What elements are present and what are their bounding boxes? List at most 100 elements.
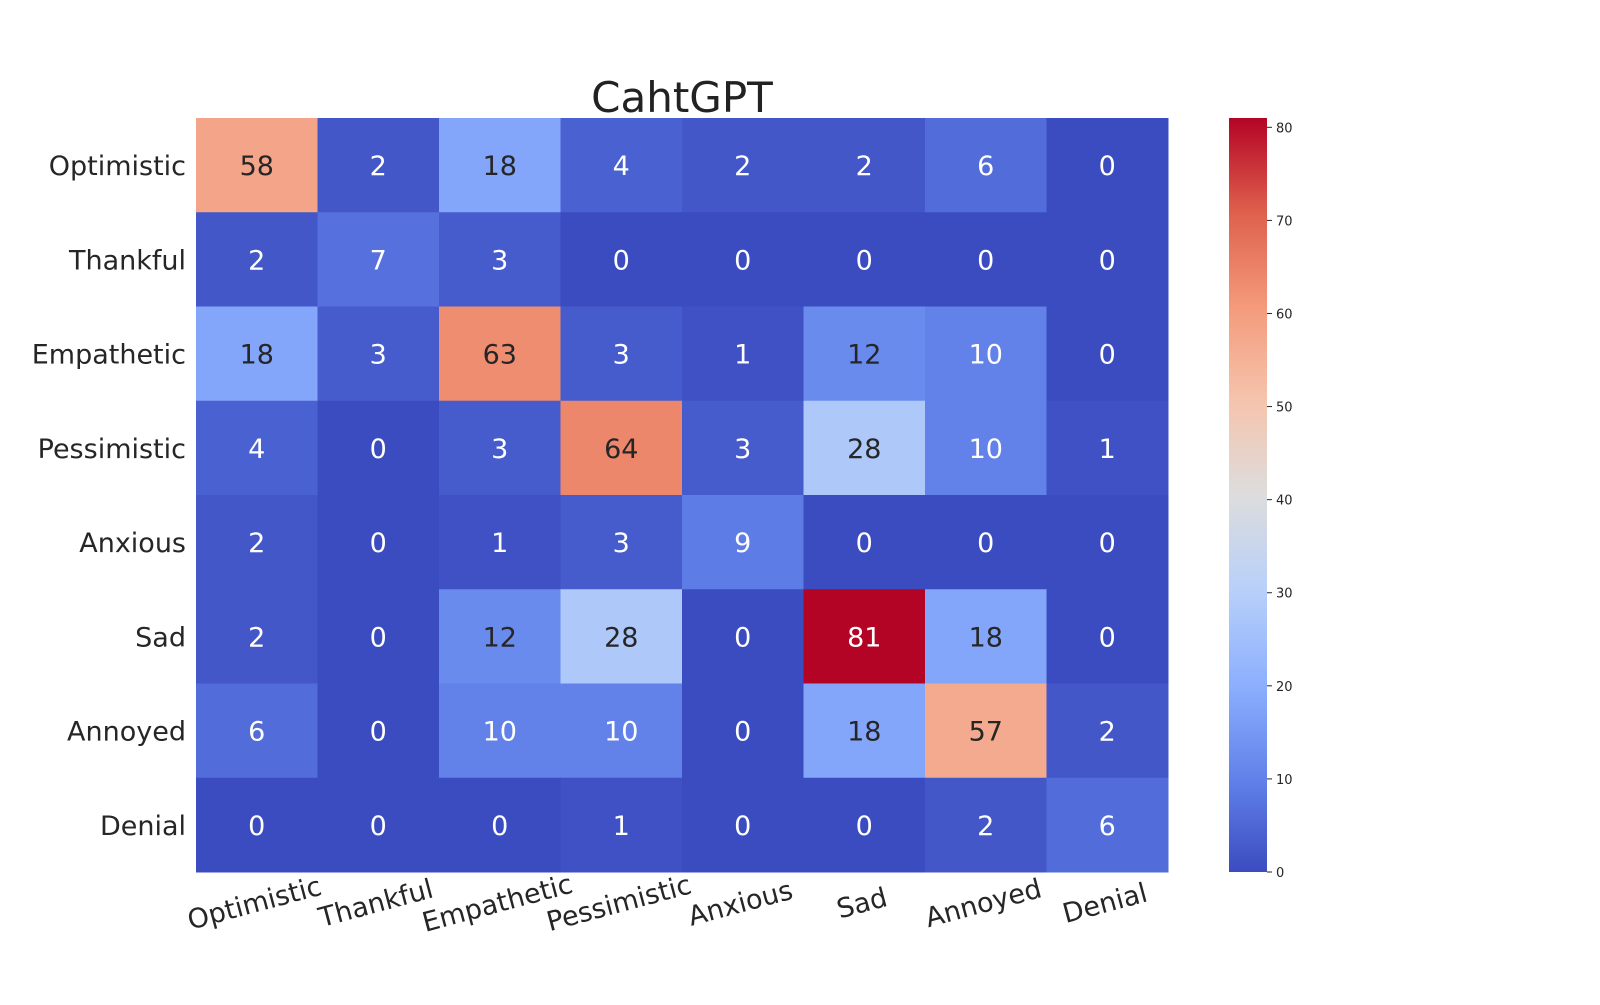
row-label: Sad [135, 622, 186, 653]
heatmap-cell [560, 400, 683, 496]
cell-value-label: 57 [969, 717, 1003, 748]
heatmap-cell [560, 777, 683, 873]
colorbar-tick-label: 0 [1276, 866, 1284, 881]
cell-value-label: 28 [847, 434, 881, 465]
heatmap-cell [925, 306, 1047, 402]
cell-value-label: 1 [734, 340, 751, 371]
cell-value-label: 2 [248, 245, 265, 276]
heatmap-cell [196, 589, 318, 684]
heatmap-cell [1046, 306, 1169, 402]
cell-value-label: 6 [1099, 811, 1116, 842]
cell-value-label: 7 [370, 245, 387, 276]
cell-value-label: 0 [977, 245, 994, 276]
colorbar-tick-label: 70 [1276, 214, 1293, 229]
cell-value-label: 10 [969, 340, 1003, 371]
cell-value-label: 10 [483, 717, 517, 748]
column-label: Annoyed [922, 873, 1045, 934]
cell-value-label: 3 [491, 245, 508, 276]
cell-value-label: 64 [604, 434, 638, 465]
heatmap-cell [803, 118, 926, 213]
heatmap-cell [317, 495, 440, 590]
heatmap-cell [196, 683, 318, 779]
heatmap-cell [317, 683, 440, 779]
heatmap-cell [803, 777, 926, 873]
heatmap-cell [803, 212, 926, 307]
heatmap-cell [317, 777, 440, 873]
cell-value-label: 1 [613, 811, 630, 842]
heatmap-cell [925, 495, 1047, 590]
cell-value-label: 1 [1099, 434, 1116, 465]
heatmap-cell [925, 118, 1047, 213]
cell-value-label: 6 [977, 151, 994, 182]
cell-value-label: 3 [734, 434, 751, 465]
colorbar-tick-label: 80 [1276, 121, 1293, 136]
cell-value-label: 0 [1099, 340, 1116, 371]
heatmap-cell [925, 777, 1047, 873]
heatmap-cell [439, 495, 561, 590]
heatmap-cell [560, 683, 683, 779]
heatmap-cell [196, 495, 318, 590]
cell-value-label: 63 [483, 340, 517, 371]
heatmap-cell [682, 118, 804, 213]
row-label: Anxious [79, 528, 186, 559]
heatmap-cell [803, 683, 926, 779]
cell-value-label: 0 [491, 811, 508, 842]
cell-value-label: 2 [370, 151, 387, 182]
row-labels: Optimistic Thankful Empathetic Pessimistic A… [32, 151, 186, 842]
cell-value-label: 6 [248, 717, 265, 748]
cell-value-label: 58 [240, 151, 274, 182]
column-label: Denial [1059, 878, 1150, 930]
heatmap-cell [560, 118, 683, 213]
heatmap-cell [682, 683, 804, 779]
heatmap-cell [803, 306, 926, 402]
cell-value-label: 0 [734, 622, 751, 653]
heatmap-cell [682, 495, 804, 590]
heatmap-cells: 58 2 18 4 2 2 6 02 7 3 0 0 0 0 018 3 63 3 1 12 10 04 0 3 64 3 28 10… [196, 118, 1169, 873]
heatmap-cell [925, 212, 1047, 307]
cell-value-label: 3 [370, 340, 387, 371]
colorbar-tick-label: 10 [1276, 773, 1293, 788]
heatmap-cell [196, 306, 318, 402]
heatmap-cell [1046, 495, 1169, 590]
colorbar: 0 10 20 30 40 50 60 70 80 [1229, 118, 1293, 881]
heatmap-cell [682, 212, 804, 307]
heatmap-cell [439, 118, 561, 213]
heatmap-cell [803, 589, 926, 684]
cell-value-label: 0 [1099, 622, 1116, 653]
colorbar-tick-label: 30 [1276, 587, 1293, 602]
heatmap-cell [439, 683, 561, 779]
colorbar-tick-label: 40 [1276, 494, 1293, 509]
heatmap-cell [803, 400, 926, 496]
cell-value-label: 3 [613, 340, 630, 371]
cell-value-label: 0 [856, 528, 873, 559]
heatmap-cell [317, 212, 440, 307]
cell-value-label: 0 [613, 245, 630, 276]
cell-value-label: 0 [856, 245, 873, 276]
heatmap-cell [803, 495, 926, 590]
heatmap-cell [196, 212, 318, 307]
heatmap-cell [560, 495, 683, 590]
heatmap-cell [1046, 400, 1169, 496]
row-label: Pessimistic [38, 434, 186, 465]
row-label: Empathetic [32, 340, 186, 371]
cell-value-label: 10 [604, 717, 638, 748]
cell-value-label: 0 [856, 811, 873, 842]
column-label: Optimistic [184, 871, 325, 936]
cell-value-label: 0 [248, 811, 265, 842]
heatmap-cell [682, 306, 804, 402]
cell-value-label: 9 [734, 528, 751, 559]
heatmap-cell [925, 683, 1047, 779]
colorbar-tick-label: 20 [1276, 680, 1293, 695]
heatmap-cell [560, 306, 683, 402]
row-label: Thankful [68, 245, 186, 276]
column-label: Sad [833, 882, 890, 925]
column-label: Thankful [315, 874, 437, 934]
chart-title: CahtGPT [591, 73, 773, 122]
cell-value-label: 3 [491, 434, 508, 465]
heatmap-cell [925, 400, 1047, 496]
heatmap-cell [439, 306, 561, 402]
heatmap-cell [439, 589, 561, 684]
cell-value-label: 0 [734, 811, 751, 842]
